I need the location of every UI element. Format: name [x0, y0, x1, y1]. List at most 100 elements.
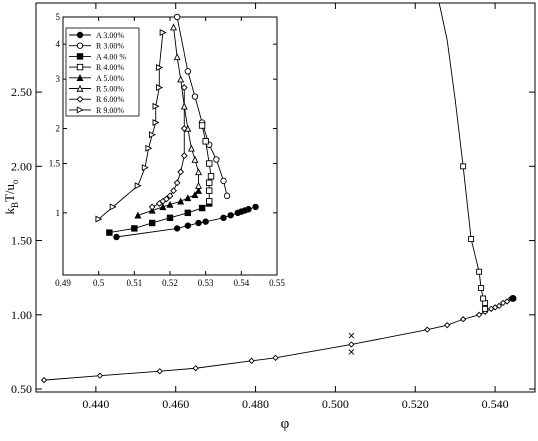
- inset-data-point: [184, 68, 192, 75]
- y-tick-label: 1.50: [11, 234, 32, 248]
- inset-data-point: [206, 198, 213, 205]
- inset-y-tick-label: 3: [56, 74, 61, 84]
- main-series-line: [438, 2, 464, 167]
- legend-marker: [76, 63, 84, 71]
- inset-data-point: [184, 209, 192, 217]
- legend-label: A 3.00%: [96, 31, 124, 40]
- y-tick-label: 1.00: [11, 308, 32, 322]
- inset-data-point: [141, 164, 149, 172]
- x-tick-label: 0.540: [482, 397, 509, 411]
- main-data-point: [480, 295, 487, 302]
- main-data-point: [476, 268, 483, 275]
- inset-data-point: [173, 53, 181, 61]
- main-data-point: [460, 316, 467, 323]
- x-tick-label: 0.500: [322, 397, 349, 411]
- inset-x-tick-label: 0.5: [93, 278, 105, 288]
- inset-data-point: [252, 203, 259, 211]
- legend-label: R 9.00%: [96, 106, 124, 115]
- inset-data-point: [206, 160, 213, 167]
- x-tick-label: 0.480: [242, 397, 269, 411]
- inset-data-point: [184, 194, 192, 202]
- inset-data-point: [159, 29, 167, 37]
- inset-data-point: [152, 102, 160, 110]
- main-data-point: [424, 326, 431, 333]
- y-tick-label: 2.50: [11, 85, 32, 99]
- legend-marker: [76, 42, 84, 49]
- legend-marker: [76, 95, 84, 103]
- inset-data-point: [134, 182, 142, 190]
- inset-data-point: [148, 219, 156, 227]
- inset-data-point: [227, 212, 234, 219]
- inset-data-point: [180, 125, 188, 132]
- x-tick-label: 0.520: [402, 397, 429, 411]
- y-label-mid: T/u: [2, 183, 17, 202]
- y-tick-label: 2.00: [11, 159, 32, 173]
- main-data-point: [192, 365, 199, 372]
- inset-x-tick-label: 0.53: [198, 278, 214, 288]
- inset-data-point: [195, 168, 203, 176]
- inset-y-tick-label: 1: [56, 208, 61, 218]
- y-axis-label: kBT/uo: [2, 179, 20, 215]
- legend-marker: [76, 74, 84, 82]
- inset-data-point: [220, 177, 227, 185]
- inset-data-point: [170, 23, 178, 31]
- inset-data-point: [166, 214, 174, 222]
- inset-data-point: [180, 152, 188, 160]
- inset-data-point: [195, 219, 202, 227]
- inset-data-point: [198, 204, 206, 212]
- inset-data-point: [177, 168, 185, 176]
- inset-data-point: [131, 225, 138, 232]
- legend-label: R 5.00%: [96, 85, 124, 94]
- main-data-point: [40, 376, 48, 384]
- inset-data-point: [191, 155, 199, 163]
- inset-data-point: [245, 206, 252, 213]
- legend-label: A 4.00 %: [96, 52, 126, 61]
- main-data-point: [348, 332, 355, 339]
- inset-y-tick-label: 1.5: [49, 159, 61, 169]
- inset-data-point: [152, 119, 160, 127]
- inset-data-point: [191, 93, 199, 100]
- x-tick-label: 0.460: [162, 397, 189, 411]
- main-data-point: [468, 236, 475, 243]
- main-data-point: [156, 368, 163, 375]
- main-data-point: [478, 285, 485, 292]
- inset-data-point: [177, 197, 185, 205]
- inset-data-point: [207, 173, 215, 180]
- inset-data-point: [166, 200, 174, 208]
- inset-data-point: [148, 203, 156, 211]
- main-data-point: [96, 372, 104, 379]
- main-data-point: [348, 349, 355, 355]
- inset-x-tick-label: 0.51: [126, 278, 142, 288]
- main-data-point: [503, 298, 511, 305]
- inset-x-tick-label: 0.49: [55, 278, 71, 288]
- inset-data-point: [195, 186, 203, 194]
- main-data-point: [272, 354, 279, 361]
- main-data-point: [495, 302, 503, 310]
- inset-data-point: [163, 195, 170, 203]
- inset-data-point: [213, 156, 220, 163]
- inset-data-point: [191, 191, 199, 198]
- inset-data-point: [206, 179, 213, 187]
- main-plot-frame: [35, 2, 536, 393]
- inset-legend-box: [65, 27, 140, 117]
- inset-data-point: [220, 214, 227, 222]
- inset-data-point: [166, 192, 174, 200]
- inset-data-point: [206, 187, 213, 194]
- inset-data-point: [180, 84, 188, 91]
- main-data-point: [482, 305, 489, 312]
- inset-data-point: [145, 144, 153, 152]
- inset-data-point: [173, 225, 181, 232]
- inset-y-tick-label: 5: [56, 12, 61, 22]
- main-data-point: [475, 311, 483, 318]
- main-data-point: [348, 341, 355, 348]
- inset-data-point: [195, 181, 203, 189]
- inset-x-tick-label: 0.55: [269, 278, 285, 288]
- inset-data-point: [198, 122, 206, 129]
- inset-data-point: [173, 179, 181, 187]
- inset-data-point: [159, 203, 167, 211]
- inset-data-point: [170, 187, 177, 195]
- inset-data-point: [106, 229, 113, 236]
- inset-y-tick-label: 2: [56, 123, 61, 133]
- y-tick-label: 0.50: [11, 382, 32, 396]
